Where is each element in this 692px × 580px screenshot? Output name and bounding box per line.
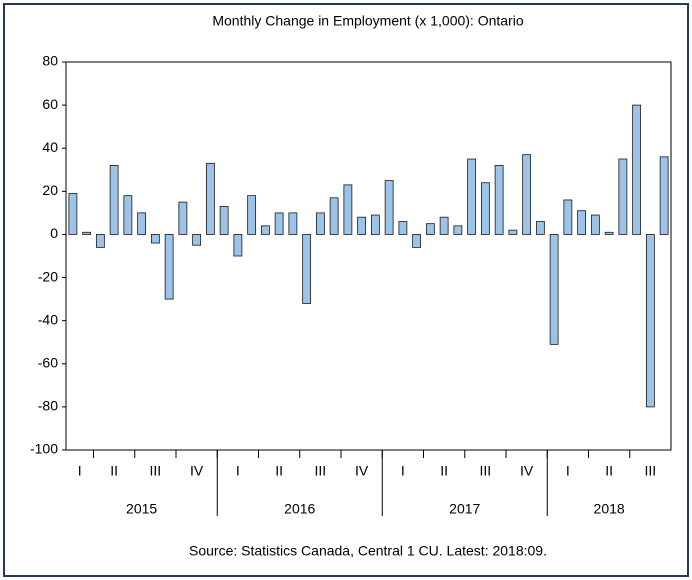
bar xyxy=(549,234,559,345)
bar xyxy=(577,210,587,235)
y-tick-label: -80 xyxy=(38,398,58,414)
year-label: 2018 xyxy=(594,501,625,517)
quarter-label: IV xyxy=(190,463,204,479)
quarter-label: I xyxy=(566,463,570,479)
y-tick-label: 40 xyxy=(42,139,58,155)
bar xyxy=(343,184,353,235)
year-label: 2017 xyxy=(449,501,480,517)
bar xyxy=(233,234,243,257)
bar xyxy=(82,231,92,235)
bar xyxy=(480,182,490,235)
bar xyxy=(590,214,600,235)
bar xyxy=(494,165,504,235)
quarter-label: III xyxy=(150,463,162,479)
bar xyxy=(219,206,229,235)
quarter-label: I xyxy=(401,463,405,479)
quarter-label: II xyxy=(110,463,118,479)
quarter-label: III xyxy=(645,463,657,479)
y-tick-label: 80 xyxy=(42,53,58,69)
bar xyxy=(618,158,628,235)
bar xyxy=(137,212,147,235)
y-tick-label: 20 xyxy=(42,182,58,198)
bar xyxy=(247,195,257,235)
bar xyxy=(150,234,160,244)
bar xyxy=(68,193,78,235)
quarter-label: II xyxy=(440,463,448,479)
year-label: 2015 xyxy=(126,501,157,517)
bar xyxy=(425,223,435,235)
chart-title: Monthly Change in Employment (x 1,000): … xyxy=(212,13,523,29)
bar xyxy=(123,195,133,235)
source-note: Source: Statistics Canada, Central 1 CU.… xyxy=(189,543,547,559)
bar xyxy=(192,234,202,246)
y-tick-label: -100 xyxy=(30,441,58,457)
y-tick-label: -40 xyxy=(38,311,58,327)
bar xyxy=(370,214,380,235)
bar xyxy=(315,212,325,235)
year-label: 2016 xyxy=(284,501,315,517)
y-tick-label: -60 xyxy=(38,354,58,370)
bar xyxy=(604,231,614,235)
bar xyxy=(412,234,422,248)
y-tick-label: 0 xyxy=(50,225,58,241)
bar xyxy=(109,165,119,235)
bar xyxy=(659,156,669,235)
bar xyxy=(439,216,449,235)
bar xyxy=(329,197,339,235)
quarter-label: III xyxy=(315,463,327,479)
bar xyxy=(384,180,394,235)
bar xyxy=(632,104,642,235)
y-tick-label: 60 xyxy=(42,96,58,112)
bar xyxy=(260,225,270,235)
bar xyxy=(288,212,298,235)
quarter-label: IV xyxy=(355,463,369,479)
quarter-label: III xyxy=(480,463,492,479)
bar xyxy=(467,158,477,235)
bar xyxy=(535,221,545,235)
bar xyxy=(645,234,655,408)
bar xyxy=(563,199,573,235)
quarter-label: II xyxy=(275,463,283,479)
bar xyxy=(205,162,215,235)
quarter-label: I xyxy=(78,463,82,479)
bar xyxy=(164,234,174,300)
bar xyxy=(398,221,408,235)
bar xyxy=(508,229,518,235)
plot-area xyxy=(65,61,672,451)
bar xyxy=(274,212,284,235)
quarter-label: IV xyxy=(520,463,534,479)
bar xyxy=(453,225,463,235)
bar xyxy=(178,201,188,235)
y-tick-label: -20 xyxy=(38,268,58,284)
bar xyxy=(522,154,532,235)
quarter-label: II xyxy=(605,463,613,479)
bar xyxy=(95,234,105,248)
quarter-label: I xyxy=(236,463,240,479)
bar xyxy=(302,234,312,304)
frame xyxy=(3,3,689,577)
bar xyxy=(357,216,367,235)
